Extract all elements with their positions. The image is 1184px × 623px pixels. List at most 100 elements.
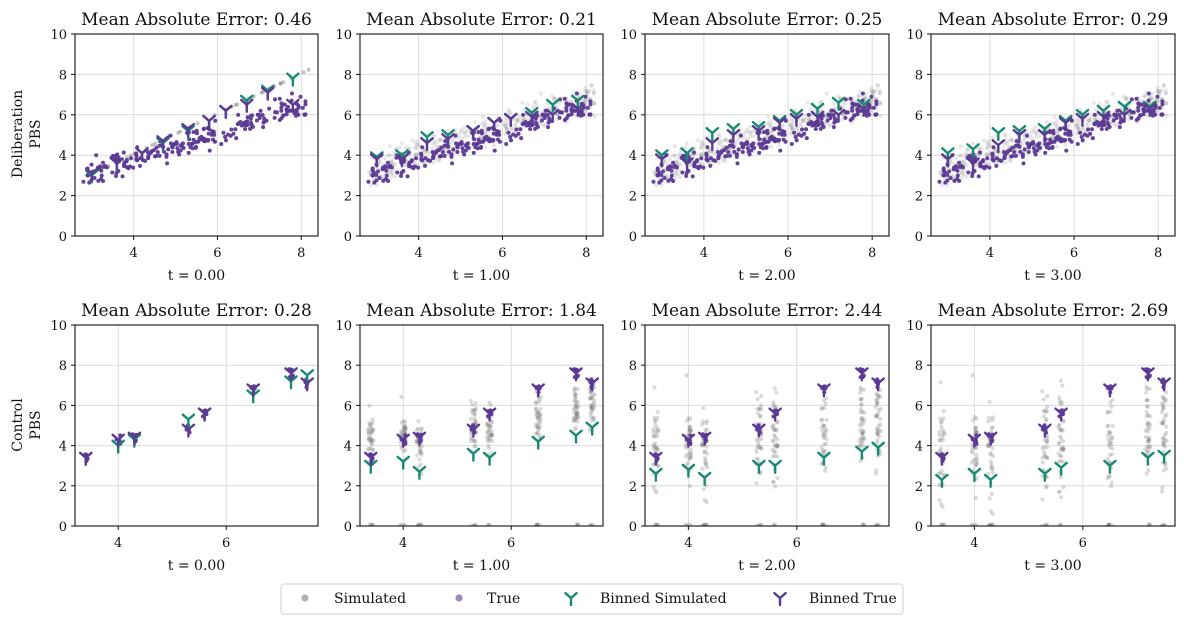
- true-point: [471, 141, 476, 146]
- simulated-point: [388, 169, 393, 175]
- simulated-point: [770, 447, 775, 452]
- simulated-point: [417, 522, 422, 526]
- simulated-point: [378, 160, 383, 165]
- true-point: [726, 150, 731, 155]
- simulated-point: [399, 431, 404, 436]
- simulated-point: [1054, 144, 1060, 149]
- simulated-point: [823, 465, 828, 470]
- simulated-point: [874, 427, 879, 432]
- binned-simulated-marker-shape: [855, 445, 869, 460]
- simulated-point: [588, 396, 593, 401]
- simulated-point: [973, 429, 979, 434]
- simulated-point: [858, 458, 863, 464]
- row-label-2-line-2: PBS: [28, 410, 44, 439]
- simulated-point: [974, 523, 979, 526]
- simulated-point: [870, 88, 876, 94]
- binned-true-marker-shape: [1037, 129, 1052, 144]
- true-point: [820, 122, 825, 127]
- simulated-point: [1146, 435, 1151, 440]
- panel-frame: [359, 324, 604, 527]
- simulated-point: [1106, 523, 1112, 526]
- simulated-point: [938, 380, 943, 385]
- true-point: [508, 134, 513, 139]
- true-point: [1020, 154, 1025, 159]
- true-point: [1114, 115, 1119, 120]
- binned-true-marker-shape: [752, 423, 766, 438]
- y-tick-label: 2: [344, 190, 352, 205]
- simulated-point: [1034, 129, 1039, 135]
- simulated-point: [791, 121, 796, 127]
- simulated-point: [414, 439, 420, 445]
- true-point: [813, 127, 818, 132]
- simulated-point: [390, 160, 395, 165]
- simulated-point: [371, 447, 376, 452]
- simulated-point: [417, 523, 422, 526]
- binned-true-marker: [395, 153, 409, 168]
- true-point: [585, 105, 590, 110]
- true-point: [189, 141, 194, 146]
- simulated-point: [1162, 399, 1167, 404]
- true-point: [699, 156, 704, 161]
- simulated-point: [768, 118, 773, 124]
- simulated-point: [651, 444, 657, 449]
- simulated-point: [953, 156, 958, 161]
- binned-true-marker-shape: [726, 129, 741, 144]
- true-point: [450, 161, 455, 166]
- simulated-point: [655, 523, 660, 526]
- simulated-point: [704, 444, 709, 450]
- simulated-point: [1155, 86, 1160, 91]
- simulated-point: [1066, 122, 1071, 128]
- simulated-point: [495, 122, 500, 128]
- y-tick-label: 8: [915, 68, 923, 83]
- true-point: [293, 108, 298, 113]
- true-point: [157, 143, 162, 148]
- true-point: [236, 112, 241, 117]
- simulated-point: [1146, 522, 1151, 526]
- simulated-point: [653, 523, 658, 526]
- simulated-point: [1053, 125, 1058, 130]
- simulated-point: [419, 426, 424, 431]
- simulated-point: [1043, 418, 1049, 423]
- simulated-point: [486, 436, 491, 441]
- simulated-point: [366, 446, 371, 452]
- true-point: [581, 105, 586, 110]
- true-point: [511, 132, 516, 137]
- simulated-point: [414, 428, 420, 433]
- simulated-point: [1162, 414, 1168, 419]
- simulated-point: [755, 457, 761, 462]
- true-point: [277, 96, 282, 101]
- simulated-point: [538, 115, 543, 120]
- true-point: [145, 150, 150, 155]
- simulated-point: [1155, 109, 1160, 114]
- simulated-point: [413, 146, 418, 151]
- simulated-point: [963, 168, 968, 173]
- simulated-point: [874, 468, 879, 473]
- simulated-point: [820, 429, 825, 434]
- simulated-point: [1045, 445, 1050, 450]
- binned-true-marker-shape: [966, 157, 980, 172]
- true-point: [716, 155, 721, 160]
- simulated-point: [418, 427, 424, 432]
- simulated-point: [873, 413, 878, 419]
- y-tick-label: 6: [344, 109, 352, 124]
- simulated-point: [473, 439, 478, 444]
- simulated-point: [592, 100, 597, 106]
- simulated-point: [575, 414, 580, 419]
- simulated-point: [505, 121, 510, 127]
- true-point: [233, 127, 238, 132]
- true-point: [800, 127, 805, 132]
- simulated-point: [687, 424, 693, 429]
- true-point: [843, 115, 848, 120]
- true-point: [99, 168, 104, 173]
- binned-true-marker-shape: [504, 112, 518, 128]
- simulated-point: [1105, 456, 1110, 461]
- simulated-point: [860, 429, 866, 435]
- simulated-point: [676, 162, 681, 167]
- simulated-point: [552, 96, 557, 102]
- simulated-point: [506, 107, 511, 112]
- simulated-point: [588, 414, 593, 420]
- simulated-point: [1041, 408, 1046, 414]
- simulated-point: [862, 417, 867, 422]
- simulated-point: [654, 445, 659, 450]
- simulated-point: [508, 110, 513, 115]
